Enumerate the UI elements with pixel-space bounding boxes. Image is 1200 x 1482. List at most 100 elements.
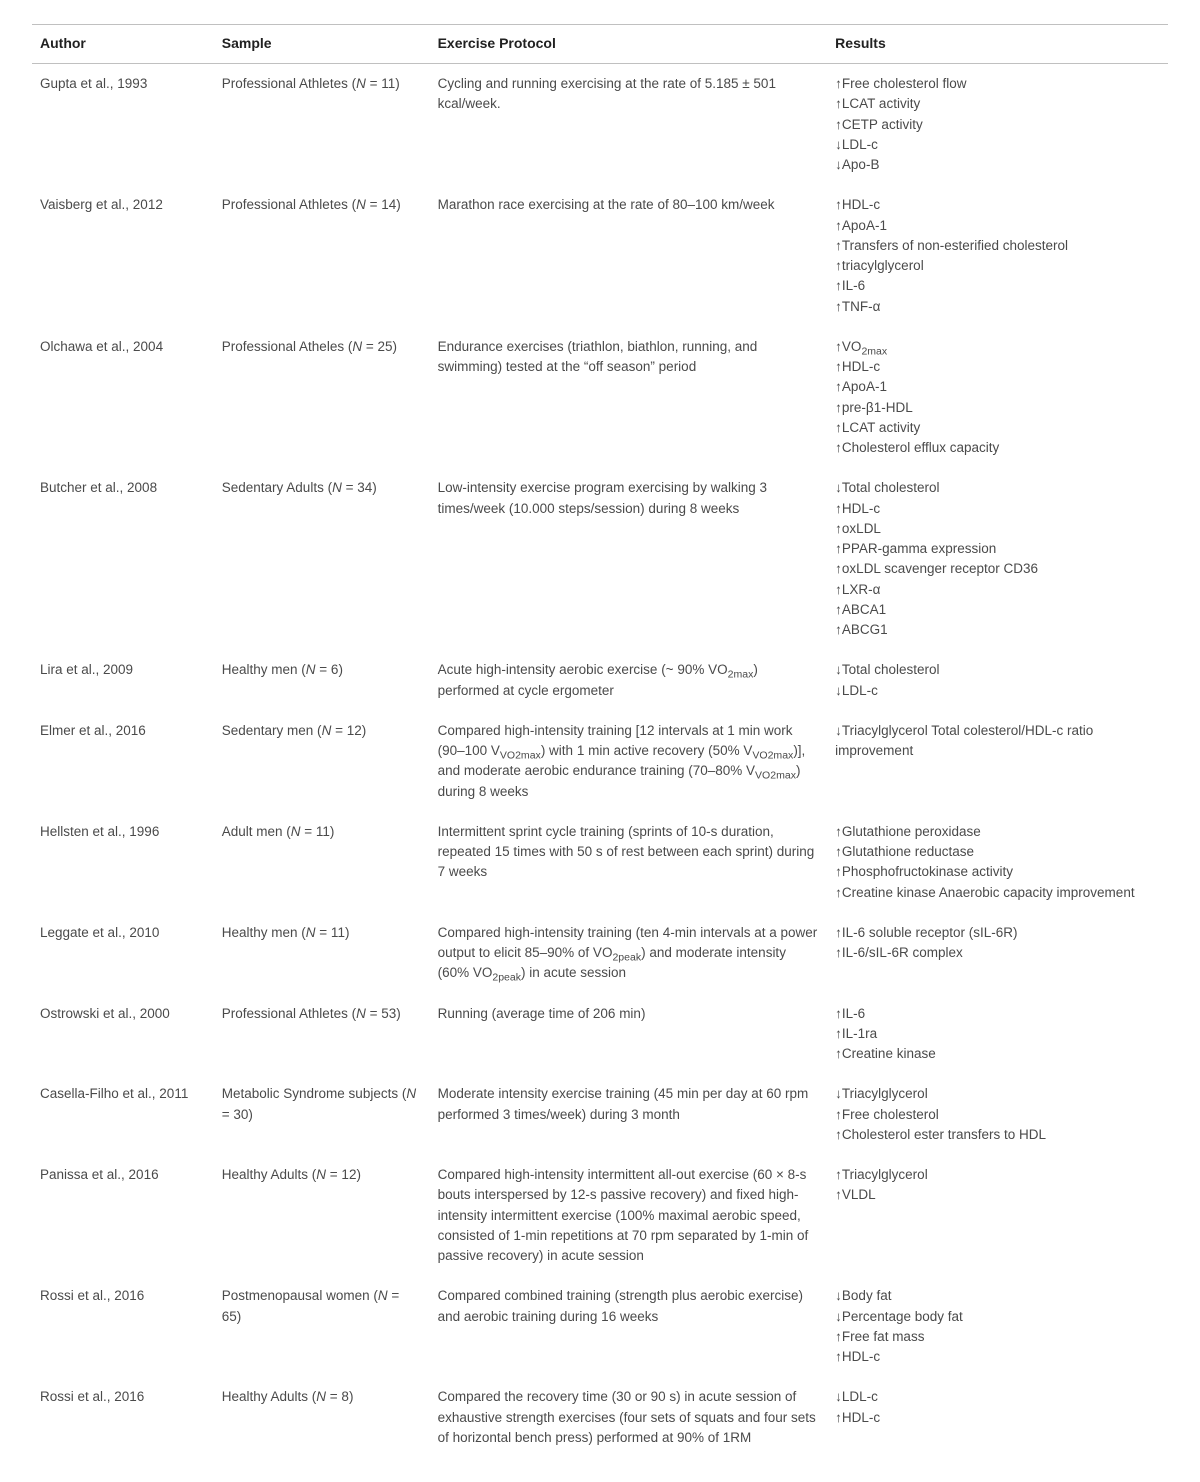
table-row: Hellsten et al., 1996Adult men (N = 11)I… [32,812,1168,913]
result-line: ↑Free cholesterol flow [835,74,1160,94]
result-line: ↑HDL-c [835,499,1160,519]
results-cell: ↑VO2max↑HDL-c↑ApoA-1↑pre-β1-HDL↑LCAT act… [827,327,1168,469]
results-cell: ↓Total cholesterol↓LDL-c [827,650,1168,711]
table-row: Butcher et al., 2008Sedentary Adults (N … [32,468,1168,650]
result-line: ↓Apo-B [835,155,1160,175]
protocol-cell: Compared high-intensity intermittent all… [430,1155,828,1276]
sample-cell: Adult men (N = 11) [214,812,430,913]
result-line: ↑Cholesterol ester transfers to HDL [835,1125,1160,1145]
protocol-cell: Endurance exercises (triathlon, biathlon… [430,327,828,469]
author-cell: Rossi et al., 2016 [32,1377,214,1458]
result-line: ↑VLDL [835,1185,1160,1205]
results-cell: ↑IL-6 soluble receptor (sIL-6R)↑IL-6/sIL… [827,913,1168,994]
sample-cell: Healthy Adults (N = 8) [214,1377,430,1458]
col-header-results: Results [827,25,1168,64]
result-line: ↓LDL-c [835,1387,1160,1407]
protocol-cell: Cycling and running exercising at the ra… [430,64,828,186]
author-cell: Leggate et al., 2010 [32,913,214,994]
result-line: ↓LDL-c [835,681,1160,701]
result-line: ↑Triacylglycerol [835,1165,1160,1185]
sample-cell: Professional Athletes (N = 11) [214,64,430,186]
result-line: ↑HDL-c [835,357,1160,377]
result-line: ↑Cholesterol efflux capacity [835,438,1160,458]
protocol-cell: Compared the recovery time (30 or 90 s) … [430,1377,828,1458]
author-cell: Hellsten et al., 1996 [32,812,214,913]
protocol-cell: Low-intensity exercise program exercisin… [430,468,828,650]
sample-cell: Professional Athletes (N = 14) [214,185,430,327]
sample-cell: Healthy men (N = 6) [214,650,430,711]
result-line: ↑HDL-c [835,195,1160,215]
table-row: Panissa et al., 2016Healthy Adults (N = … [32,1155,1168,1276]
protocol-cell: Running (average time of 206 min) [430,994,828,1075]
table-row: Elmer et al., 2016Sedentary men (N = 12)… [32,711,1168,812]
table-row: Casella-Filho et al., 2011Metabolic Synd… [32,1074,1168,1155]
result-line: ↑IL-6 [835,276,1160,296]
result-line: ↑Creatine kinase Anaerobic capacity impr… [835,883,1160,903]
result-line: ↑VO2max [835,337,1160,357]
result-line: ↑oxLDL [835,519,1160,539]
result-line: ↑oxLDL scavenger receptor CD36 [835,559,1160,579]
protocol-cell: Intermittent sprint cycle training (spri… [430,812,828,913]
author-cell: Vaisberg et al., 2012 [32,185,214,327]
result-line: ↓Body fat [835,1286,1160,1306]
author-cell: Casella-Filho et al., 2011 [32,1074,214,1155]
result-line: ↑IL-1ra [835,1024,1160,1044]
result-line: ↑Glutathione peroxidase [835,822,1160,842]
results-cell: ↓Body fat↓Percentage body fat↑Free fat m… [827,1276,1168,1377]
author-cell: Panissa et al., 2016 [32,1155,214,1276]
result-line: ↑pre-β1-HDL [835,398,1160,418]
result-line: ↑LCAT activity [835,94,1160,114]
result-line: ↓Triacylglycerol [835,1084,1160,1104]
sample-cell: Professional Atheles (N = 25) [214,327,430,469]
result-line: ↑Phosphofructokinase activity [835,862,1160,882]
protocol-cell: Compared combined training (strength plu… [430,1276,828,1377]
result-line: ↑ABCG1 [835,620,1160,640]
result-line: ↑PPAR-gamma expression [835,539,1160,559]
studies-table: Author Sample Exercise Protocol Results … [32,24,1168,1458]
sample-cell: Healthy Adults (N = 12) [214,1155,430,1276]
table-row: Olchawa et al., 2004Professional Atheles… [32,327,1168,469]
result-line: ↑triacylglycerol [835,256,1160,276]
sample-cell: Healthy men (N = 11) [214,913,430,994]
author-cell: Butcher et al., 2008 [32,468,214,650]
result-line: ↑IL-6 soluble receptor (sIL-6R) [835,923,1160,943]
author-cell: Olchawa et al., 2004 [32,327,214,469]
protocol-cell: Compared high-intensity training (ten 4-… [430,913,828,994]
protocol-cell: Acute high-intensity aerobic exercise (~… [430,650,828,711]
results-cell: ↑IL-6↑IL-1ra↑Creatine kinase [827,994,1168,1075]
result-line: ↓LDL-c [835,135,1160,155]
table-row: Vaisberg et al., 2012Professional Athlet… [32,185,1168,327]
results-cell: ↓LDL-c↑HDL-c [827,1377,1168,1458]
result-line: ↓Percentage body fat [835,1307,1160,1327]
protocol-cell: Moderate intensity exercise training (45… [430,1074,828,1155]
result-line: ↑TNF-α [835,297,1160,317]
sample-cell: Sedentary Adults (N = 34) [214,468,430,650]
protocol-cell: Marathon race exercising at the rate of … [430,185,828,327]
results-cell: ↑Glutathione peroxidase↑Glutathione redu… [827,812,1168,913]
author-cell: Gupta et al., 1993 [32,64,214,186]
table-row: Rossi et al., 2016Postmenopausal women (… [32,1276,1168,1377]
result-line: ↑Creatine kinase [835,1044,1160,1064]
table-row: Rossi et al., 2016Healthy Adults (N = 8)… [32,1377,1168,1458]
author-cell: Rossi et al., 2016 [32,1276,214,1377]
sample-cell: Postmenopausal women (N = 65) [214,1276,430,1377]
result-line: ↑IL-6 [835,1004,1160,1024]
result-line: ↑CETP activity [835,115,1160,135]
results-cell: ↓Triacylglycerol↑Free cholesterol↑Choles… [827,1074,1168,1155]
author-cell: Elmer et al., 2016 [32,711,214,812]
table-row: Ostrowski et al., 2000Professional Athle… [32,994,1168,1075]
col-header-sample: Sample [214,25,430,64]
result-line: ↑LCAT activity [835,418,1160,438]
author-cell: Lira et al., 2009 [32,650,214,711]
results-cell: ↑Free cholesterol flow↑LCAT activity↑CET… [827,64,1168,186]
col-header-author: Author [32,25,214,64]
col-header-protocol: Exercise Protocol [430,25,828,64]
sample-cell: Metabolic Syndrome subjects (N = 30) [214,1074,430,1155]
result-line: ↑HDL-c [835,1408,1160,1428]
table-row: Lira et al., 2009Healthy men (N = 6)Acut… [32,650,1168,711]
result-line: ↑ABCA1 [835,600,1160,620]
table-row: Gupta et al., 1993Professional Athletes … [32,64,1168,186]
result-line: ↑Free fat mass [835,1327,1160,1347]
results-cell: ↓Total cholesterol↑HDL-c↑oxLDL↑PPAR-gamm… [827,468,1168,650]
results-cell: ↑Triacylglycerol↑VLDL [827,1155,1168,1276]
